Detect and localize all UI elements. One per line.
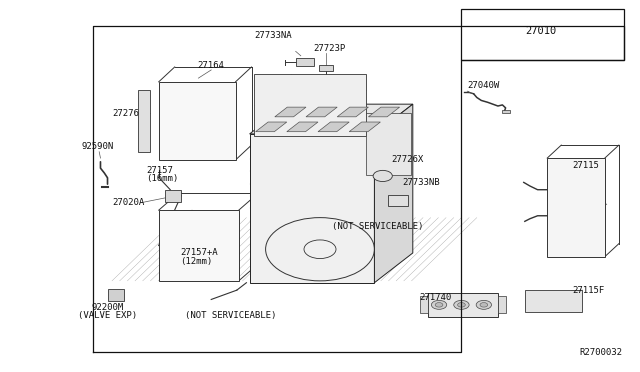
Polygon shape — [369, 107, 399, 117]
Circle shape — [480, 303, 488, 307]
Polygon shape — [255, 122, 287, 132]
Circle shape — [454, 301, 469, 310]
Text: 27733NA: 27733NA — [255, 31, 292, 40]
Bar — [296, 58, 314, 66]
Text: 27010: 27010 — [525, 26, 556, 36]
Bar — [138, 90, 150, 152]
Circle shape — [373, 170, 392, 182]
Bar — [366, 113, 411, 175]
Bar — [525, 290, 582, 312]
Bar — [254, 74, 366, 136]
Text: 92200M: 92200M — [92, 304, 124, 312]
Polygon shape — [287, 122, 318, 132]
Circle shape — [476, 301, 492, 310]
Text: 27157+A: 27157+A — [180, 248, 218, 257]
Circle shape — [458, 303, 465, 307]
Text: 27020A: 27020A — [112, 198, 144, 207]
Text: 27115: 27115 — [573, 161, 600, 170]
Bar — [420, 296, 428, 313]
Text: 27164: 27164 — [197, 61, 224, 70]
Polygon shape — [250, 104, 413, 134]
Polygon shape — [349, 122, 380, 132]
Circle shape — [435, 303, 443, 307]
Polygon shape — [159, 82, 236, 160]
Circle shape — [431, 301, 447, 310]
Text: 27115F: 27115F — [573, 286, 605, 295]
Text: (NOT SERVICEABLE): (NOT SERVICEABLE) — [332, 222, 423, 231]
Polygon shape — [159, 210, 239, 281]
Bar — [502, 110, 510, 113]
Text: R2700032: R2700032 — [579, 348, 622, 357]
Text: 27157: 27157 — [146, 166, 173, 175]
Text: 271740: 271740 — [419, 293, 451, 302]
Text: 27726X: 27726X — [392, 155, 424, 164]
Bar — [165, 190, 181, 202]
Polygon shape — [318, 122, 349, 132]
Bar — [498, 296, 506, 313]
Bar — [461, 9, 624, 60]
Polygon shape — [337, 107, 369, 117]
Polygon shape — [275, 107, 306, 117]
Text: 27276: 27276 — [112, 109, 139, 118]
Bar — [428, 293, 498, 317]
Text: 27723P: 27723P — [314, 44, 346, 53]
Text: 27733NB: 27733NB — [402, 178, 440, 187]
Polygon shape — [547, 158, 605, 257]
Text: 27040W: 27040W — [467, 81, 499, 90]
Bar — [388, 195, 408, 206]
Text: (16mm): (16mm) — [146, 174, 178, 183]
Polygon shape — [250, 134, 374, 283]
Polygon shape — [374, 104, 413, 283]
Text: (12mm): (12mm) — [180, 257, 212, 266]
Polygon shape — [306, 107, 337, 117]
Bar — [319, 65, 333, 71]
Text: (VALVE EXP): (VALVE EXP) — [78, 311, 137, 320]
Bar — [108, 289, 124, 301]
Text: 92590N: 92590N — [81, 142, 113, 151]
Text: (NOT SERVICEABLE): (NOT SERVICEABLE) — [185, 311, 276, 320]
